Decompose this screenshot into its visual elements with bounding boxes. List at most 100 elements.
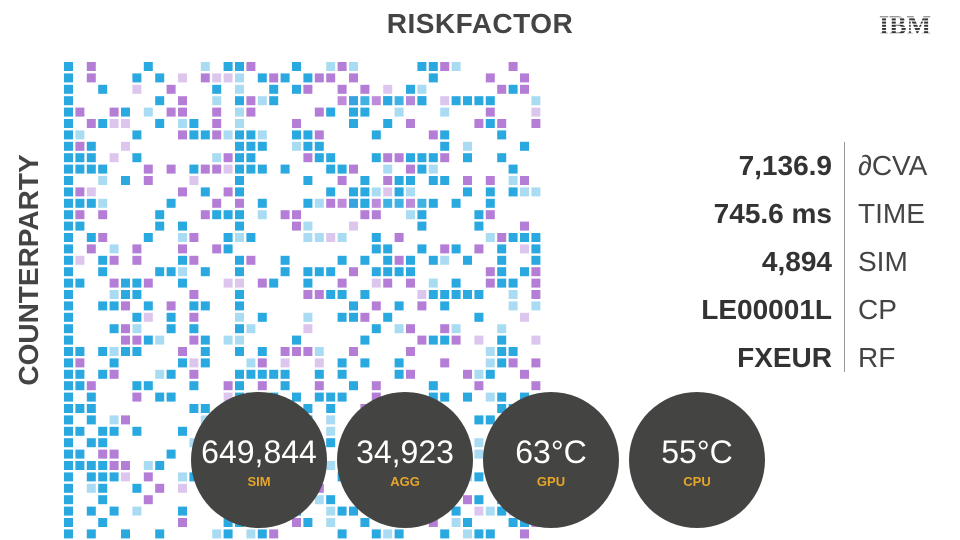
grid-cell (406, 210, 415, 220)
grid-cell (337, 84, 347, 94)
grid-cell (212, 130, 222, 140)
grid-cell (235, 73, 244, 83)
grid-cell (132, 312, 142, 322)
grid-cell (98, 233, 108, 242)
grid-cell (178, 244, 187, 254)
grid-cell (428, 198, 438, 208)
grid-cell (463, 392, 472, 402)
grid-cell (223, 187, 233, 197)
grid-cell (132, 278, 142, 288)
grid-cell (383, 198, 393, 208)
grid-cell (394, 324, 404, 334)
grid-cell (337, 506, 347, 516)
grid-cell (531, 187, 541, 197)
grid-cell (75, 449, 85, 459)
grid-cell (200, 210, 210, 220)
grid-cell (223, 210, 233, 220)
grid-cell (303, 404, 313, 413)
grid-cell (235, 187, 244, 197)
grid-cell (189, 404, 199, 413)
grid-cell (64, 153, 73, 163)
grid-cell (451, 506, 461, 516)
grid-cell (440, 290, 450, 299)
grid-cell (508, 518, 518, 527)
grid-cell (64, 518, 73, 527)
grid-cell (200, 62, 210, 71)
grid-cell (121, 461, 130, 470)
grid-cell (349, 301, 358, 311)
grid-cell (155, 267, 165, 277)
grid-cell (485, 73, 495, 83)
grid-cell (497, 84, 507, 94)
grid-cell (280, 164, 290, 174)
grid-cell (143, 461, 153, 470)
stat-label: CP (858, 294, 897, 325)
grid-cell (223, 278, 233, 288)
grid-cell (64, 221, 73, 231)
grid-cell (428, 62, 438, 71)
grid-cell (246, 369, 256, 379)
grid-cell (280, 73, 290, 83)
grid-cell (508, 233, 518, 242)
grid-cell (200, 404, 210, 413)
grid-cell (474, 415, 484, 425)
grid-cell (314, 347, 324, 356)
grid-cell (235, 335, 244, 345)
grid-cell (98, 255, 108, 265)
grid-cell (189, 233, 199, 242)
grid-cell (303, 324, 313, 334)
grid-cell (406, 164, 415, 174)
grid-cell (246, 233, 256, 242)
grid-cell (326, 495, 336, 505)
grid-cell (440, 244, 450, 254)
grid-cell (497, 267, 507, 277)
grid-cell (235, 176, 244, 185)
grid-cell (121, 335, 130, 345)
grid-cell (86, 392, 96, 402)
grid-cell (98, 267, 108, 277)
grid-cell (166, 267, 176, 277)
grid-cell (531, 96, 541, 106)
grid-cell (64, 119, 73, 128)
grid-cell (463, 153, 472, 163)
grid-cell (314, 198, 324, 208)
grid-cell (189, 255, 199, 265)
grid-cell (178, 255, 187, 265)
grid-cell (189, 164, 199, 174)
grid-cell (497, 278, 507, 288)
grid-cell (360, 312, 370, 322)
grid-cell (189, 130, 199, 140)
grid-cell (463, 529, 472, 539)
grid-cell (303, 73, 313, 83)
grid-cell (440, 358, 450, 368)
grid-cell (383, 312, 393, 322)
grid-cell (474, 221, 484, 231)
grid-cell (223, 130, 233, 140)
grid-cell (497, 506, 507, 516)
grid-cell (98, 495, 108, 505)
grid-cell (280, 267, 290, 277)
grid-cell (394, 369, 404, 379)
grid-cell (132, 130, 142, 140)
grid-cell (303, 233, 313, 242)
grid-cell (64, 381, 73, 391)
grid-cell (485, 96, 495, 106)
grid-cell (520, 221, 529, 231)
grid-cell (440, 96, 450, 106)
grid-cell (451, 290, 461, 299)
grid-cell (64, 449, 73, 459)
grid-cell (531, 358, 541, 368)
grid-cell (520, 233, 529, 242)
grid-cell (86, 164, 96, 174)
stat-value: 7,136.9 (738, 150, 832, 181)
stat-value: FXEUR (737, 342, 832, 373)
grid-cell (98, 472, 108, 482)
grid-cell (257, 73, 267, 83)
stat-label: RF (858, 342, 896, 373)
grid-cell (132, 255, 142, 265)
stat-value: 4,894 (761, 246, 832, 277)
grid-cell (337, 96, 347, 106)
grid-cell (485, 347, 495, 356)
bubble-label: AGG (390, 474, 420, 489)
grid-cell (64, 141, 73, 151)
